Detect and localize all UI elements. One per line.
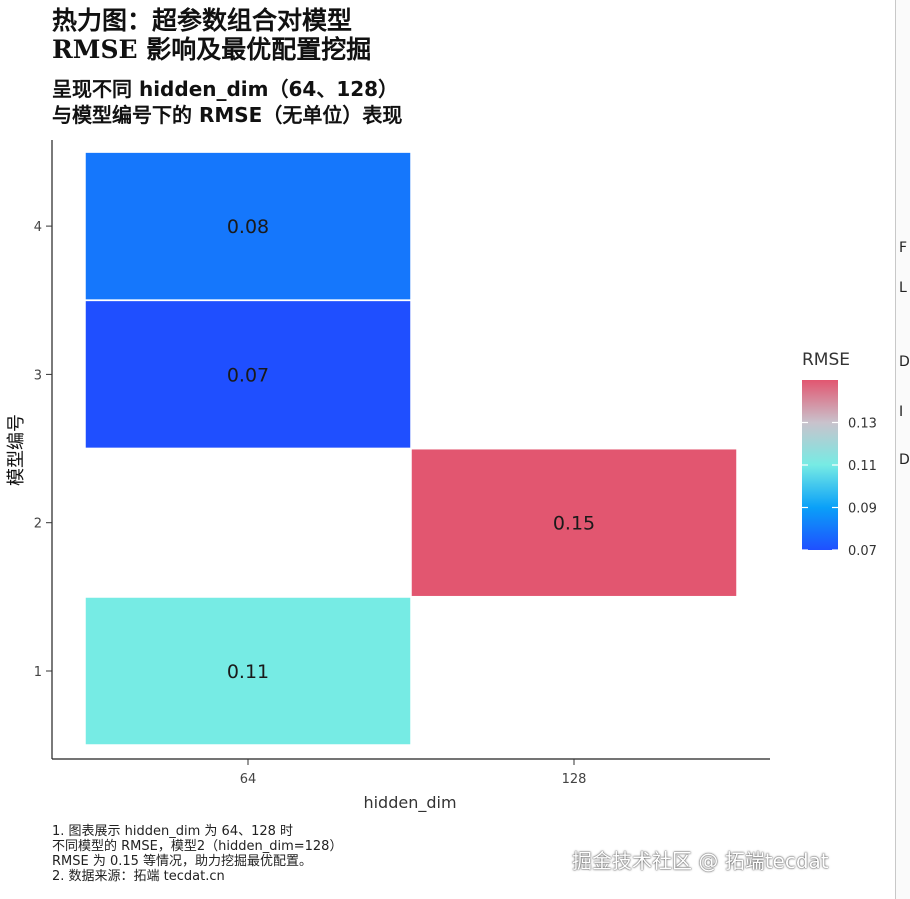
chart-title-line-1: 热力图：超参数组合对模型 — [52, 6, 353, 35]
edge-glyph: F — [899, 240, 908, 256]
cell-value-label: 0.11 — [227, 661, 269, 683]
caption-line-3: RMSE 为 0.15 等情况，助力挖掘最优配置。 — [52, 854, 313, 869]
legend-tick-label: 0.13 — [848, 417, 877, 432]
chart-title: 热力图：超参数组合对模型 RMSE 影响及最优配置挖掘 — [52, 6, 371, 64]
cell-value-label: 0.07 — [227, 364, 269, 386]
y-tick-label: 1 — [34, 665, 42, 680]
watermark: 掘金技术社区 @ 拓端tecdat — [572, 849, 829, 873]
legend-tick-label: 0.11 — [848, 459, 877, 474]
chart-subtitle: 呈现不同 hidden_dim（64、128） 与模型编号下的 RMSE（无单位… — [52, 76, 402, 128]
x-axis-label: hidden_dim — [363, 793, 456, 813]
edge-glyph: I — [899, 404, 904, 420]
y-tick-label: 4 — [34, 220, 42, 235]
y-tick-label: 3 — [34, 368, 42, 383]
legend: RMSE — [802, 350, 850, 550]
caption-line-1: 1. 图表展示 hidden_dim 为 64、128 时 — [52, 824, 294, 839]
chart-subtitle-line-2: 与模型编号下的 RMSE（无单位）表现 — [52, 103, 403, 127]
x-tick-label: 128 — [562, 772, 587, 787]
caption: 1. 图表展示 hidden_dim 为 64、128 时 不同模型的 RMSE… — [52, 824, 342, 884]
adjacent-window-edge: F L D I D — [895, 0, 910, 899]
cell-value-label: 0.15 — [553, 513, 595, 535]
legend-tick-label: 0.09 — [848, 502, 877, 517]
y-axis-label: 模型编号 — [6, 414, 27, 486]
x-tick-label: 64 — [240, 772, 257, 787]
caption-line-2: 不同模型的 RMSE，模型2（hidden_dim=128） — [52, 839, 343, 854]
legend-tick-label: 0.07 — [848, 544, 877, 559]
heatmap-cell — [84, 596, 412, 746]
caption-line-4: 2. 数据来源：拓端 tecdat.cn — [52, 869, 225, 884]
chart-subtitle-line-1: 呈现不同 hidden_dim（64、128） — [52, 77, 399, 101]
heatmap-cell — [84, 151, 412, 301]
legend-title: RMSE — [802, 350, 850, 370]
edge-glyph: L — [899, 280, 907, 296]
edge-glyph: D — [899, 354, 910, 370]
edge-glyph: D — [899, 452, 910, 468]
y-tick-label: 2 — [34, 517, 42, 532]
cell-value-label: 0.08 — [227, 216, 269, 238]
chart-title-line-2: RMSE 影响及最优配置挖掘 — [52, 35, 372, 64]
heatmap-cell — [410, 447, 738, 598]
